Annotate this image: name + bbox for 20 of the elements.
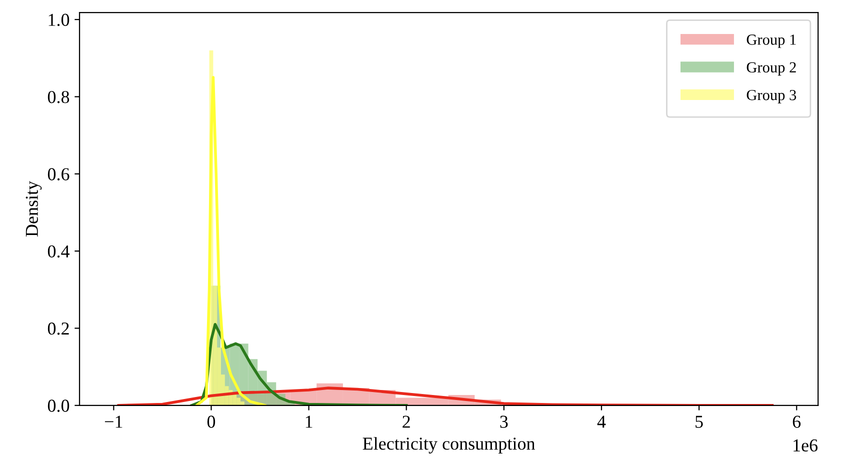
y-tick-label: 0.0	[48, 400, 70, 412]
y-tick-label: 0.2	[48, 322, 69, 335]
x-axis-title: Electricity consumption	[362, 437, 536, 454]
x-tick-label: 5	[696, 416, 703, 428]
y-tick-label: 0.4	[48, 245, 70, 258]
y-tick-label: 0.6	[48, 168, 70, 180]
x-tick-label: 2	[402, 416, 410, 428]
legend-label: Group 3	[746, 90, 796, 104]
text: 1e6	[794, 439, 818, 452]
x-tick-label: 1	[306, 416, 312, 428]
legend-label: Group 2	[746, 62, 796, 76]
legend-label: Group 1	[746, 34, 796, 48]
y-tick-label: 0.8	[48, 90, 70, 104]
x-tick-label: 6	[792, 416, 801, 428]
x-tick-label: 4	[597, 416, 606, 428]
y-tick-label: 1.0	[48, 14, 70, 26]
x-tick-label: −1	[104, 416, 122, 428]
x-tick-label: 0	[207, 416, 216, 428]
y-axis-title: Density	[26, 180, 42, 237]
x-tick-label: 3	[500, 416, 508, 428]
